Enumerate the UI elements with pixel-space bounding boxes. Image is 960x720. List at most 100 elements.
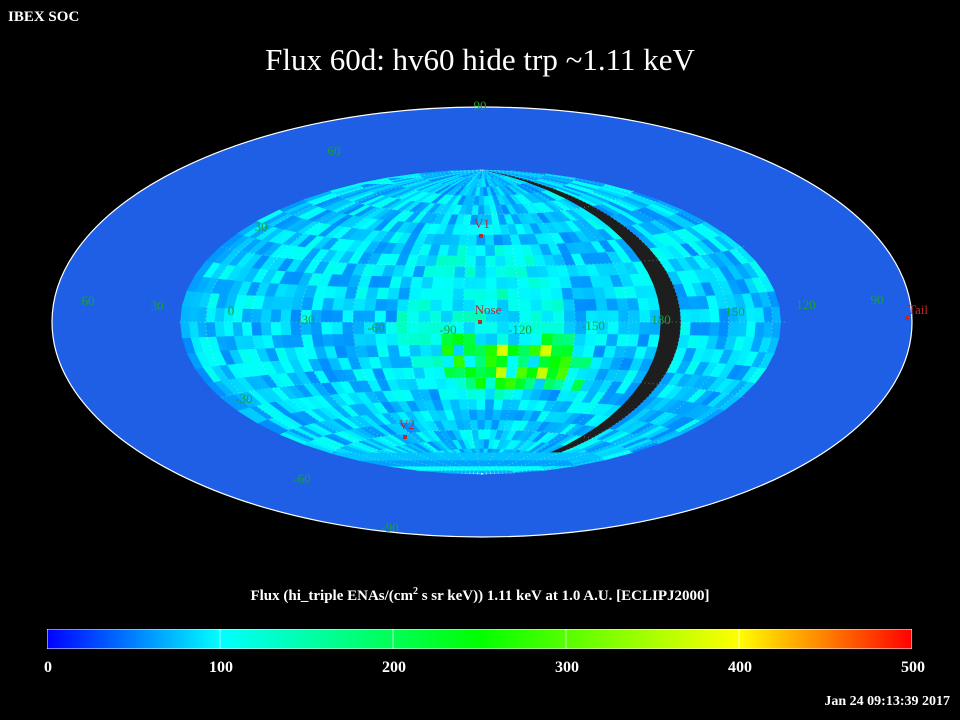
flux-pixel <box>352 309 365 323</box>
flux-pixel <box>431 355 444 368</box>
flux-pixel <box>496 344 509 357</box>
flux-pixel <box>528 344 542 357</box>
flux-pixel <box>330 452 633 461</box>
flux-pixel <box>279 308 292 323</box>
flux-pixel <box>397 344 411 357</box>
flux-pixel <box>549 344 564 357</box>
colorbar-title-part-2: s sr keV)) 1.11 keV at 1.0 A.U. [ECLIPJ2… <box>417 588 710 604</box>
colorbar-tick-label: 300 <box>555 659 579 676</box>
flux-pixel <box>408 344 422 357</box>
flux-pixel <box>453 366 466 379</box>
marker-v1 <box>479 234 483 238</box>
colorbar-title-superscript: 2 <box>412 586 418 597</box>
flux-pixel <box>407 333 420 346</box>
flux-pixel <box>484 409 494 421</box>
flux-pixel <box>477 429 485 440</box>
flux-pixel <box>516 276 530 289</box>
meridian-line <box>406 169 483 475</box>
flux-pixel <box>594 333 608 346</box>
longitude-label: -150 <box>581 318 605 333</box>
flux-pixel <box>406 321 420 334</box>
flux-pixel <box>476 409 486 420</box>
flux-pixel <box>617 321 630 335</box>
flux-pixel <box>464 265 476 278</box>
flux-pixel <box>320 309 333 323</box>
flux-pixel <box>689 308 701 323</box>
flux-pixel <box>418 321 431 334</box>
flux-pixel <box>269 308 282 323</box>
colorbar-title-part-1: Flux (hi_triple ENAs/(cm <box>250 588 413 604</box>
latitude-label: 60 <box>328 143 341 158</box>
flux-pixel <box>384 321 397 334</box>
marker-tail <box>905 316 909 320</box>
flux-pixel <box>483 204 492 215</box>
flux-pixel <box>464 366 476 379</box>
flux-pixel <box>491 224 502 235</box>
flux-pixel <box>481 169 503 177</box>
flux-pixel <box>502 388 515 400</box>
chart-title: Flux 60d: hv60 hide trp ~1.11 keV <box>265 42 695 77</box>
flux-pixel <box>628 309 640 323</box>
flux-pixel <box>213 321 225 337</box>
flux-pixel <box>463 344 476 357</box>
flux-pixel <box>474 332 487 345</box>
flux-pixel <box>573 333 586 346</box>
flux-pixel <box>452 355 465 368</box>
flux-pixel <box>463 355 476 368</box>
latitude-label: -90 <box>381 520 398 535</box>
flux-pixel <box>474 344 487 356</box>
flux-pixel <box>463 276 476 289</box>
longitude-label: -120 <box>508 322 532 337</box>
flux-pixel <box>454 255 467 267</box>
flux-pixel <box>708 308 720 323</box>
flux-pixel <box>440 299 453 312</box>
flux-pixel <box>506 287 520 300</box>
flux-pixel <box>485 276 497 289</box>
flux-pixel <box>452 344 465 357</box>
longitude-label: -30 <box>297 312 314 327</box>
flux-pixel <box>495 366 507 379</box>
flux-pixel <box>466 398 477 410</box>
flux-pixel <box>352 333 366 346</box>
flux-pixel <box>483 429 492 440</box>
colorbar-tick-label: 200 <box>382 659 406 676</box>
flux-pixel <box>638 309 651 323</box>
flux-pixel <box>385 298 399 311</box>
flux-pixel <box>320 321 333 335</box>
flux-pixel <box>462 332 475 345</box>
flux-pixel <box>517 287 531 300</box>
flux-pixel <box>551 333 565 346</box>
no-data-pixel <box>669 321 681 336</box>
flux-pixel <box>396 298 409 311</box>
flux-pixel <box>562 333 576 346</box>
flux-pixel <box>408 287 422 300</box>
flux-pixel <box>485 355 497 368</box>
flux-pixel <box>331 309 343 323</box>
flux-pixel <box>505 366 518 379</box>
flux-pixel <box>484 398 495 410</box>
flux-pixel <box>477 204 485 215</box>
flux-pixel <box>474 265 486 278</box>
flux-pixel <box>494 255 506 267</box>
flux-pixel <box>552 310 565 323</box>
flux-pixel <box>419 287 432 300</box>
flux-pixel <box>342 297 356 311</box>
flux-pixel <box>484 244 496 256</box>
flux-pixel <box>506 344 520 357</box>
soc-label: IBEX SOC <box>8 9 80 25</box>
flux-pixel <box>503 377 516 390</box>
flux-pixel <box>241 308 253 323</box>
flux-pixel <box>418 298 431 312</box>
flux-pixel <box>493 244 505 256</box>
flux-pixel <box>250 308 262 323</box>
longitude-label: 60 <box>82 293 95 308</box>
meridian-line <box>299 169 483 475</box>
flux-pixel <box>441 276 455 289</box>
flux-pixel <box>717 321 729 337</box>
flux-pixel <box>507 310 520 323</box>
flux-pixel <box>583 298 597 311</box>
longitude-label: 120 <box>796 297 816 312</box>
flux-pixel <box>485 366 497 379</box>
flux-pixel <box>506 276 519 289</box>
flux-pixel <box>395 310 408 323</box>
